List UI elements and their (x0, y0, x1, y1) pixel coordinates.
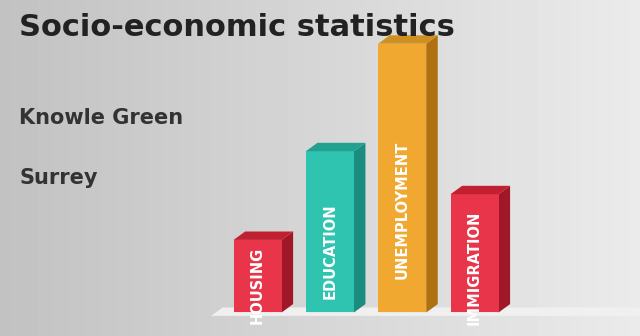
Polygon shape (234, 232, 293, 240)
Polygon shape (234, 240, 282, 312)
Text: IMMIGRATION: IMMIGRATION (467, 210, 482, 325)
Polygon shape (378, 35, 438, 44)
Polygon shape (306, 143, 365, 151)
Polygon shape (499, 186, 510, 312)
Polygon shape (354, 143, 365, 312)
Polygon shape (451, 194, 499, 312)
Text: Surrey: Surrey (19, 168, 98, 188)
Polygon shape (306, 304, 365, 312)
Polygon shape (234, 304, 293, 312)
Polygon shape (451, 186, 510, 194)
Text: HOUSING: HOUSING (250, 246, 265, 324)
Polygon shape (211, 307, 640, 316)
Text: Socio-economic statistics: Socio-economic statistics (19, 13, 455, 42)
Text: Knowle Green: Knowle Green (19, 108, 183, 128)
Text: UNEMPLOYMENT: UNEMPLOYMENT (395, 141, 410, 280)
Polygon shape (306, 151, 354, 312)
Polygon shape (378, 44, 426, 312)
Text: EDUCATION: EDUCATION (323, 203, 337, 299)
Polygon shape (426, 35, 438, 312)
Polygon shape (282, 232, 293, 312)
Polygon shape (451, 304, 510, 312)
Polygon shape (378, 304, 438, 312)
